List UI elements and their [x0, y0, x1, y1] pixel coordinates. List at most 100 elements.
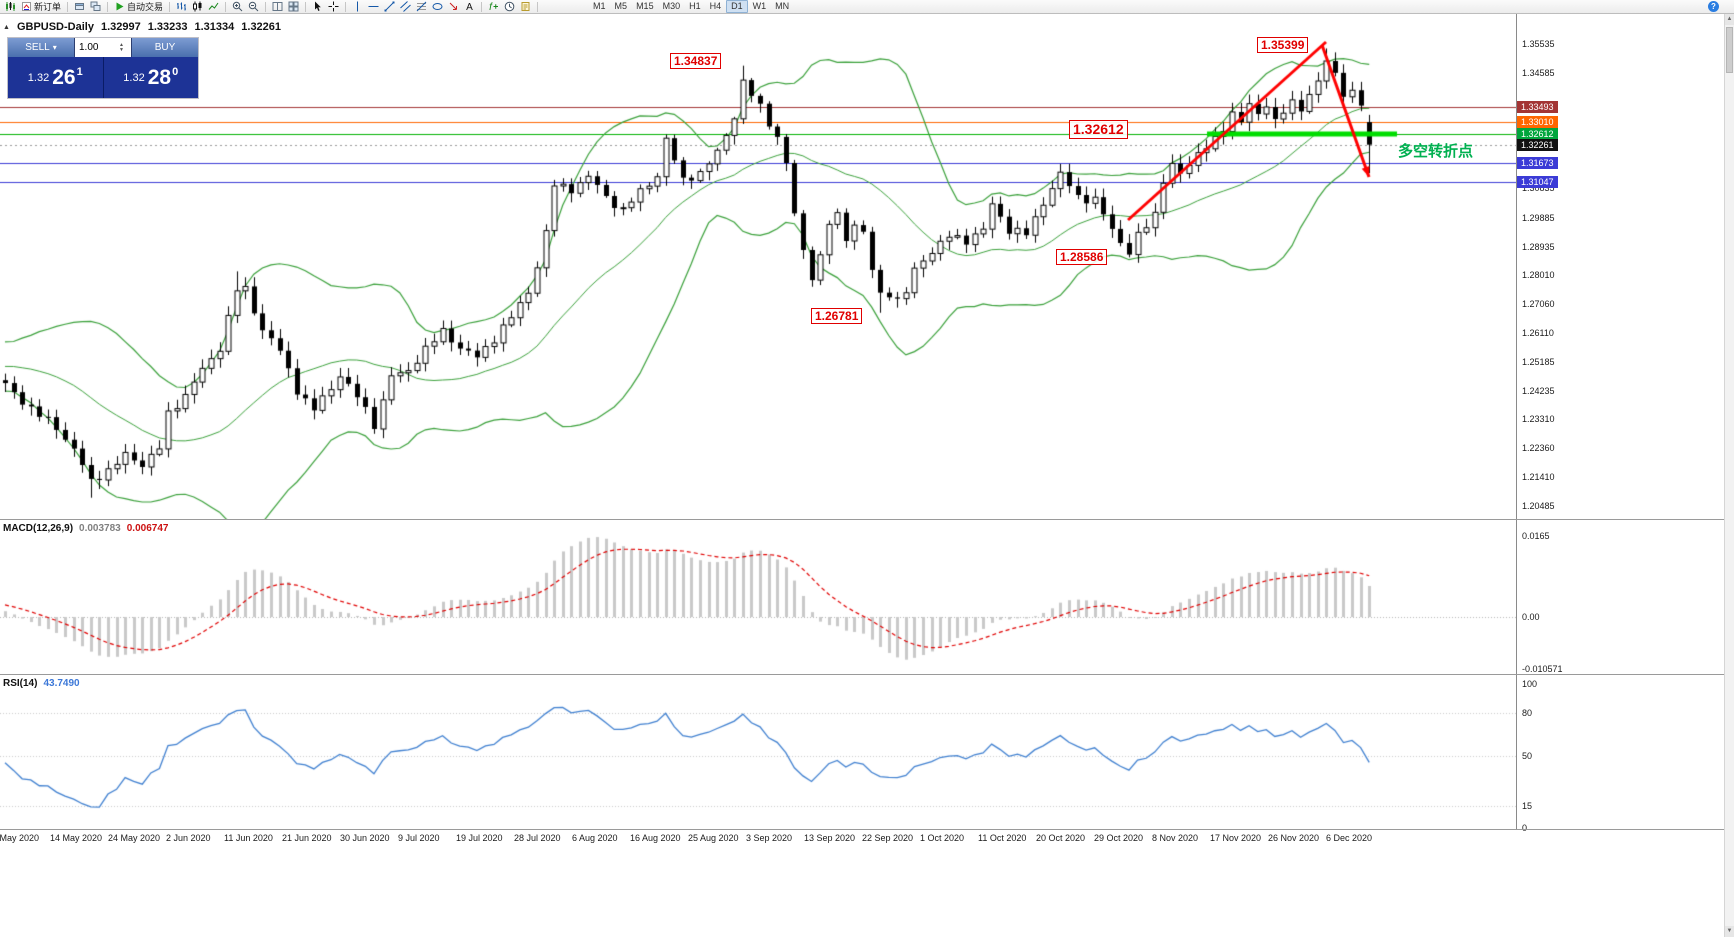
- line-chart-icon[interactable]: [206, 0, 221, 13]
- timeframe-w1-button[interactable]: W1: [752, 1, 767, 11]
- arrow-tool-icon[interactable]: [446, 0, 461, 13]
- date-axis-label: 6 Dec 2020: [1326, 833, 1373, 843]
- sell-price-sup: 1: [76, 65, 83, 78]
- tile-windows-icon-icon-glyph: [272, 1, 283, 12]
- quote-panel-toggle-icon[interactable]: [3, 24, 10, 31]
- timeframe-mn-button[interactable]: MN: [775, 1, 790, 11]
- buy-button[interactable]: BUY: [132, 38, 198, 57]
- price-axis-label: 1.28935: [1522, 241, 1555, 252]
- vertical-line-icon-icon-glyph: [352, 1, 363, 12]
- arrow-tool-icon-icon-glyph: [448, 1, 459, 12]
- price-label-box[interactable]: 1.32612: [1069, 120, 1128, 139]
- price-tag: 1.32261: [1517, 138, 1558, 151]
- shapes-icon[interactable]: [430, 0, 445, 13]
- bar-chart-icon[interactable]: [174, 0, 189, 13]
- price-label-box[interactable]: 1.28586: [1056, 249, 1108, 265]
- date-axis-label: 30 Jun 2020: [340, 833, 390, 843]
- rsi-value: 43.7490: [43, 678, 80, 689]
- date-axis-label: 22 Sep 2020: [862, 833, 914, 843]
- zoom-out-icon[interactable]: [246, 0, 261, 13]
- date-axis-label: 4 May 2020: [0, 833, 40, 843]
- scrollbar-up-arrow[interactable]: [1725, 14, 1734, 25]
- text-tool-icon[interactable]: A: [462, 0, 477, 13]
- sell-button-label: SELL: [25, 42, 50, 53]
- price-axis-label: 1.21410: [1522, 472, 1555, 483]
- trendline-icon[interactable]: [382, 0, 397, 13]
- volume-box: [74, 38, 132, 57]
- price-divider: [102, 57, 104, 98]
- date-axis-label: 16 Aug 2020: [630, 833, 681, 843]
- periods-icon-icon-glyph: [504, 1, 515, 12]
- toolbar-separator: [107, 1, 109, 12]
- templates-icon[interactable]: [518, 0, 533, 13]
- date-axis-label: 28 Jul 2020: [514, 833, 561, 843]
- macd-panel-separator[interactable]: [0, 519, 1734, 520]
- timeframe-h1-button[interactable]: H1: [689, 1, 701, 11]
- sell-price-panel[interactable]: 1.32 26 1: [8, 57, 103, 98]
- crosshair-icon[interactable]: [326, 0, 341, 13]
- channel-icon[interactable]: [398, 0, 413, 13]
- timeframe-m1-button[interactable]: M1: [593, 1, 606, 11]
- date-axis-label: 9 Jul 2020: [398, 833, 440, 843]
- navigator-icon[interactable]: [88, 0, 103, 13]
- market-watch-icon[interactable]: [72, 0, 87, 13]
- chart-window-icon-icon-glyph: [5, 1, 16, 12]
- buy-price-panel[interactable]: 1.32 28 0: [104, 57, 199, 98]
- price-label-box[interactable]: 1.34837: [670, 53, 722, 69]
- volume-input[interactable]: [75, 40, 119, 55]
- toolbar-separator: [67, 1, 69, 12]
- rsi-panel-canvas[interactable]: [0, 675, 1516, 830]
- timeframe-m15-button[interactable]: M15: [636, 1, 654, 11]
- price-label-box[interactable]: 1.26781: [811, 308, 863, 324]
- timeframe-m30-button[interactable]: M30: [662, 1, 681, 11]
- tile-windows-icon[interactable]: [270, 0, 285, 13]
- toolbar-separator: [537, 1, 539, 12]
- vertical-line-icon[interactable]: [350, 0, 365, 13]
- date-axis-label: 13 Sep 2020: [804, 833, 856, 843]
- timeframe-m5-button[interactable]: M5: [614, 1, 628, 11]
- periods-icon[interactable]: [502, 0, 517, 13]
- price-tag: 1.31673: [1517, 156, 1558, 169]
- new-order-button-label: 新订单: [34, 2, 62, 12]
- auto-trading-button[interactable]: 自动交易: [112, 0, 165, 13]
- navigator-icon-icon-glyph: [90, 1, 101, 12]
- scrollbar-thumb[interactable]: [1726, 27, 1733, 73]
- ohlc-low: 1.31334: [194, 21, 235, 33]
- sell-caret-icon: [53, 42, 57, 53]
- pivot-point-text[interactable]: 多空转折点: [1398, 143, 1474, 160]
- help-icon[interactable]: ?: [1708, 1, 1719, 12]
- rsi-panel-separator[interactable]: [0, 674, 1734, 675]
- candle-chart-icon[interactable]: [190, 0, 205, 13]
- date-axis-label: 26 Nov 2020: [1268, 833, 1320, 843]
- buy-price-sup: 0: [172, 65, 179, 78]
- new-order-button[interactable]: 新订单: [19, 0, 63, 13]
- vertical-scrollbar: [1724, 14, 1734, 937]
- sell-button[interactable]: SELL: [8, 38, 74, 57]
- date-axis: 4 May 2020 14 May 2020 24 May 2020 2 Jun 20…: [0, 832, 1734, 845]
- date-axis-label: 20 Oct 2020: [1036, 833, 1086, 843]
- arrange-windows-icon[interactable]: [286, 0, 301, 13]
- indicators-icon[interactable]: f: [486, 0, 501, 13]
- macd-panel-canvas[interactable]: [0, 520, 1516, 675]
- timeframe-h4-button[interactable]: H4: [709, 1, 722, 11]
- channel-icon-icon-glyph: [400, 1, 411, 12]
- cursor-icon[interactable]: [310, 0, 325, 13]
- date-axis-label: 25 Aug 2020: [688, 833, 739, 843]
- scrollbar-down-arrow[interactable]: [1725, 926, 1734, 937]
- fibonacci-icon[interactable]: [414, 0, 429, 13]
- main-chart-canvas[interactable]: [0, 14, 1516, 520]
- bar-chart-icon-icon-glyph: [176, 1, 187, 12]
- timeframe-d1-button[interactable]: D1: [726, 0, 748, 13]
- arrange-windows-icon-icon-glyph: [288, 1, 299, 12]
- horizontal-line-icon[interactable]: [366, 0, 381, 13]
- chart-window-icon[interactable]: [3, 0, 18, 13]
- macd-axis-label: 0.0165: [1522, 531, 1550, 542]
- zoom-in-icon[interactable]: [230, 0, 245, 13]
- date-axis-separator: [0, 829, 1734, 830]
- price-tag: 1.31047: [1517, 175, 1558, 188]
- buy-button-label: BUY: [154, 42, 176, 53]
- volume-stepper[interactable]: [119, 43, 129, 53]
- price-axis-label: 1.24235: [1522, 385, 1555, 396]
- price-label-box[interactable]: 1.35399: [1257, 37, 1309, 53]
